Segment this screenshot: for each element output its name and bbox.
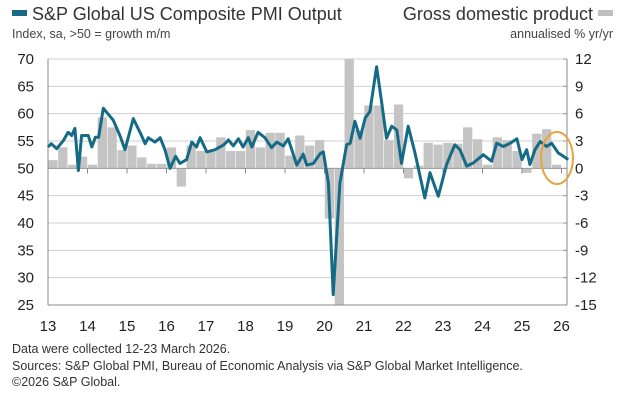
right-tick-label: -12: [575, 270, 597, 287]
left-tick-label: 40: [17, 215, 34, 232]
gdp-bar: [502, 140, 512, 169]
gdp-bar: [374, 105, 384, 169]
gdp-bar: [463, 127, 473, 169]
left-axis-unit: Index, sa, >50 = growth m/m: [12, 27, 171, 41]
gdp-bar: [334, 168, 344, 305]
gdp-bar: [512, 151, 522, 169]
gdp-bar: [107, 127, 117, 169]
x-tick-label: 21: [356, 318, 373, 335]
gdp-bar: [137, 157, 147, 169]
right-tick-label: 0: [575, 160, 583, 177]
gdp-bar: [433, 144, 443, 169]
gdp-bar: [403, 168, 414, 179]
gdp-bar: [176, 168, 186, 187]
gdp-bar: [216, 137, 226, 169]
gdp-bar: [166, 147, 177, 169]
x-tick-label: 26: [553, 318, 570, 335]
gdp-bar: [196, 151, 206, 169]
right-tick-label: 3: [575, 133, 583, 150]
right-tick-label: -6: [575, 215, 588, 232]
x-tick-label: 13: [40, 318, 57, 335]
left-tick-label: 65: [17, 78, 34, 95]
right-tick-label: 12: [575, 51, 592, 68]
legend-gdp: Gross domestic product: [403, 4, 613, 25]
legend-gdp-label: Gross domestic product: [402, 4, 593, 24]
gdp-bar: [245, 130, 256, 169]
gdp-bar: [58, 147, 68, 169]
left-tick-label: 30: [17, 270, 34, 287]
gdp-bar: [443, 142, 453, 169]
gdp-bar: [48, 160, 58, 169]
right-tick-label: -15: [575, 297, 597, 314]
gdp-bar: [206, 151, 216, 169]
gdp-bar: [522, 168, 532, 173]
x-tick-label: 25: [514, 318, 531, 335]
gdp-bar: [235, 151, 246, 169]
x-tick-label: 23: [435, 318, 452, 335]
legend-pmi: S&P Global US Composite PMI Output: [12, 4, 342, 25]
gdp-bar: [542, 129, 552, 169]
footer-collection-note: Data were collected 12-23 March 2026.: [12, 342, 231, 356]
gdp-bar: [77, 156, 88, 169]
gdp-bar: [532, 133, 542, 169]
left-tick-label: 70: [17, 51, 34, 68]
right-tick-label: 9: [575, 78, 583, 95]
gdp-bar: [295, 135, 305, 169]
left-tick-label: 50: [17, 160, 34, 177]
right-tick-label: 6: [575, 106, 583, 123]
x-tick-label: 22: [395, 318, 412, 335]
gdp-bar: [285, 155, 295, 169]
gdp-bar: [255, 147, 265, 169]
x-tick-label: 18: [237, 318, 254, 335]
gdp-bar: [472, 139, 483, 169]
gdp-bar: [68, 164, 78, 169]
gdp-bar: [186, 145, 196, 169]
right-tick-label: -9: [575, 242, 588, 259]
gdp-bar: [97, 117, 107, 169]
left-tick-label: 35: [17, 242, 34, 259]
gdp-bar: [423, 142, 433, 169]
gdp-bar: [147, 163, 157, 169]
pmi-line: [46, 65, 570, 297]
gdp-bar: [117, 150, 127, 169]
x-tick-label: 17: [198, 318, 215, 335]
gdp-bar: [482, 164, 493, 169]
gdp-bar: [492, 137, 502, 169]
gdp-bar: [364, 105, 374, 169]
gdp-bar: [453, 143, 463, 169]
x-tick-label: 14: [79, 318, 96, 335]
gdp-swatch: [598, 10, 613, 17]
right-axis-unit: annualised % yr/yr: [510, 27, 613, 41]
right-tick-label: -3: [575, 188, 588, 205]
gdp-bar: [384, 140, 394, 169]
gdp-bar: [354, 130, 364, 169]
gdp-bar: [87, 164, 98, 169]
left-tick-label: 60: [17, 106, 34, 123]
footer: Data were collected 12-23 March 2026. So…: [12, 341, 523, 391]
gdp-bar: [226, 151, 236, 169]
legend-pmi-label: S&P Global US Composite PMI Output: [32, 4, 342, 24]
footer-sources: Sources: S&P Global PMI, Bureau of Econo…: [12, 358, 523, 373]
highlight-ellipse: [540, 131, 574, 185]
x-tick-label: 20: [316, 318, 333, 335]
gdp-bar: [344, 59, 354, 169]
gdp-bar: [265, 132, 275, 169]
footer-copyright: ©2026 S&P Global.: [12, 375, 121, 389]
x-tick-label: 15: [119, 318, 136, 335]
left-tick-label: 25: [17, 297, 34, 314]
gdp-bar: [305, 145, 315, 169]
left-tick-label: 55: [17, 133, 34, 150]
pmi-swatch: [12, 10, 27, 17]
chart: 70656055504540353025129630-3-6-9-12-1513…: [17, 51, 597, 335]
left-tick-label: 45: [17, 188, 34, 205]
gdp-bar: [156, 163, 167, 169]
gdp-bar: [275, 132, 285, 169]
gdp-bar: [551, 164, 562, 169]
gdp-bar: [127, 145, 137, 169]
x-tick-label: 24: [474, 318, 491, 335]
x-tick-label: 16: [158, 318, 175, 335]
x-tick-label: 19: [277, 318, 294, 335]
